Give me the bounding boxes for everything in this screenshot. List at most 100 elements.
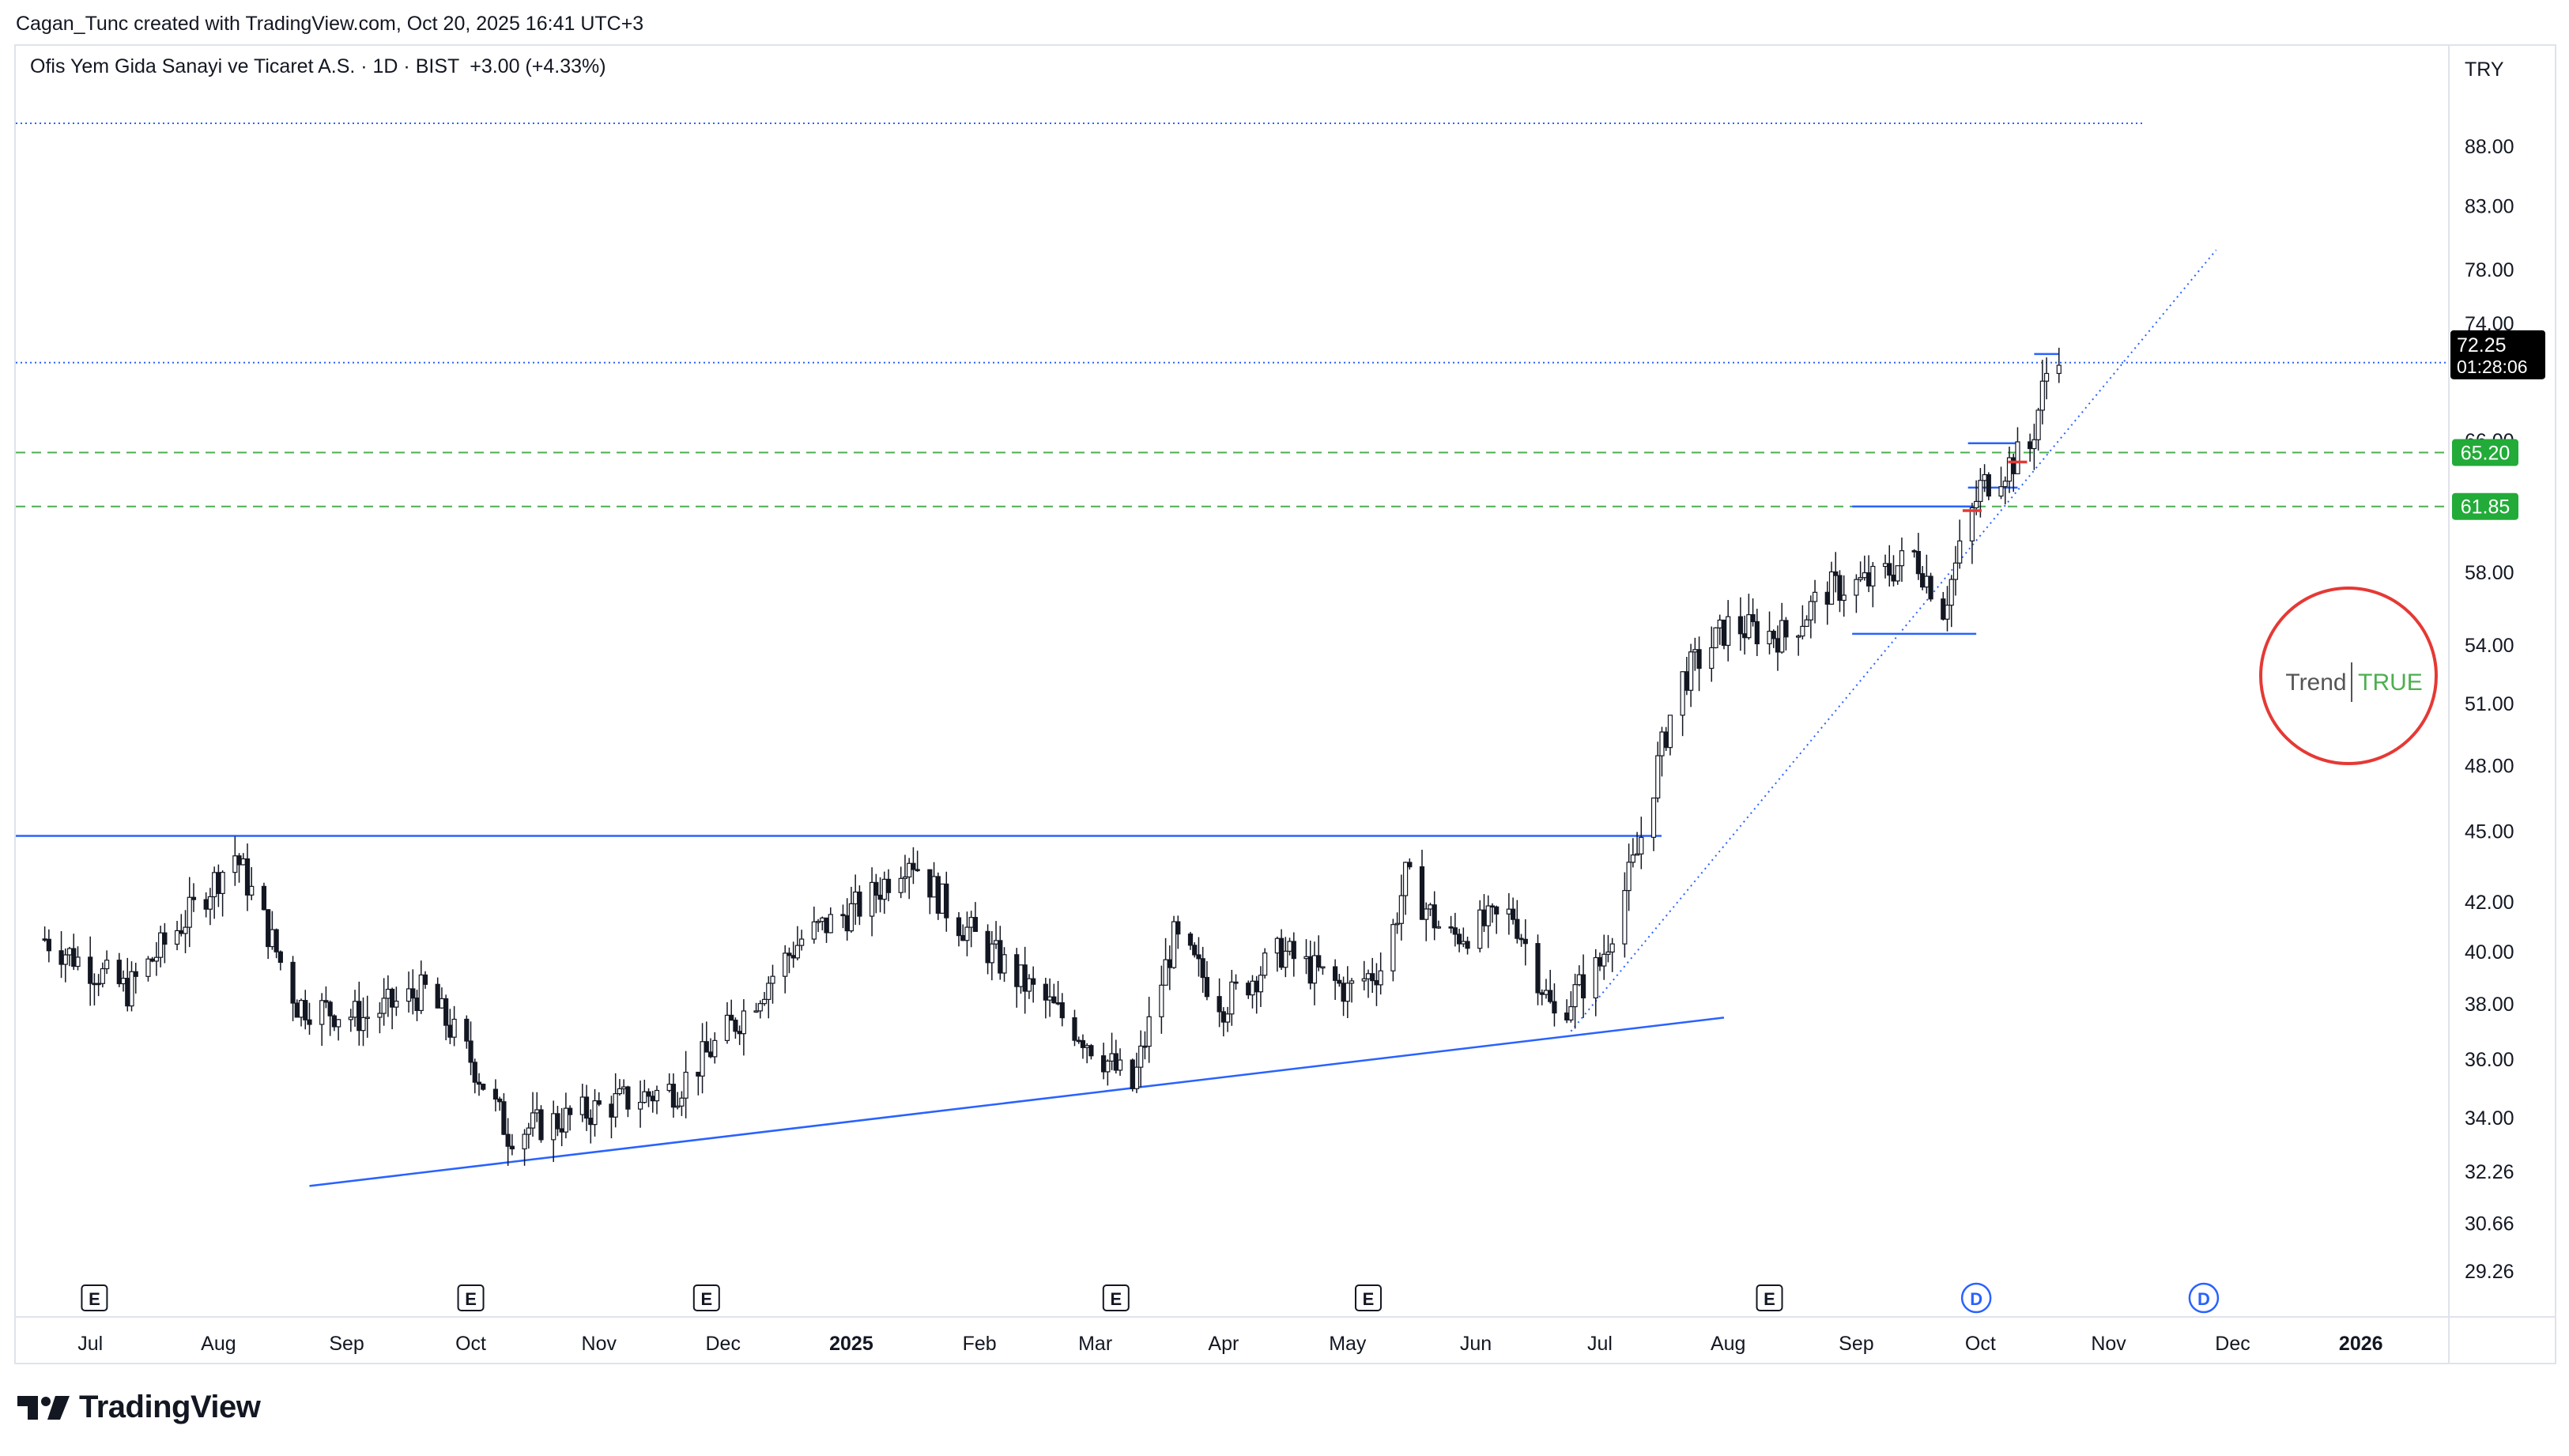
earnings-event-label: E <box>89 1289 100 1309</box>
candle-body <box>2039 380 2045 411</box>
candle-body <box>410 988 416 999</box>
candle-body <box>153 956 160 962</box>
trendline <box>309 1017 1725 1187</box>
trendline <box>1570 249 2217 1032</box>
candle-body <box>1341 983 1346 1002</box>
candle-body <box>1978 480 1983 502</box>
candle-body <box>187 896 192 928</box>
candle-body <box>162 932 168 945</box>
candle-body <box>1246 983 1251 996</box>
candle-body <box>927 869 933 898</box>
candle-body <box>840 914 846 917</box>
candle-body <box>885 878 892 893</box>
candle-body <box>1394 922 1400 926</box>
candle-body <box>1891 575 1896 582</box>
candle-body <box>700 1041 705 1077</box>
candle-body <box>956 917 962 937</box>
candle-body <box>1572 984 1578 1008</box>
candle-body <box>319 1000 325 1025</box>
candle-body <box>1680 671 1685 716</box>
candle-body <box>993 940 999 945</box>
candle-body <box>1833 571 1839 576</box>
candle-body <box>481 1083 486 1090</box>
candle-body <box>290 961 296 1004</box>
candle-body <box>753 1010 759 1013</box>
candle-body <box>1370 973 1375 982</box>
candle-body <box>1076 1039 1081 1043</box>
candle-body <box>824 917 829 934</box>
x-tick-label: Feb <box>963 1333 997 1355</box>
candle-body <box>675 1105 681 1108</box>
candle-body <box>1022 964 1028 992</box>
candle-body <box>1564 1012 1570 1020</box>
candle-body <box>1051 996 1057 1004</box>
earnings-event-label: E <box>1363 1289 1375 1309</box>
x-tick-label: Sep <box>329 1333 364 1355</box>
candle-body <box>1986 473 1991 497</box>
candle-body <box>968 917 974 928</box>
candle-body <box>563 1107 569 1133</box>
x-tick-label: Nov <box>2091 1333 2126 1355</box>
candle-body <box>472 1062 477 1083</box>
x-tick-label: Aug <box>201 1333 236 1355</box>
candle-body <box>1858 577 1863 580</box>
x-tick-label: Dec <box>705 1333 740 1355</box>
candle-body <box>88 956 93 984</box>
candle-body <box>583 1096 590 1119</box>
candle-body <box>596 1100 602 1105</box>
candle-body <box>1854 579 1859 596</box>
chart-legend: Ofis Yem Gida Sanayi ve Ticaret A.S. · 1… <box>30 55 611 78</box>
candle-body <box>592 1100 598 1126</box>
candle-body <box>307 1019 312 1025</box>
candle-body <box>468 1040 473 1063</box>
candle-body <box>741 1010 746 1035</box>
candle-body <box>555 1113 560 1130</box>
candle-body <box>1072 1017 1077 1041</box>
candle-body <box>203 899 209 910</box>
y-tick-label: 78.00 <box>2465 259 2514 281</box>
candle-body <box>1204 976 1210 998</box>
candle-body <box>1771 631 1776 639</box>
candle-body <box>609 1103 614 1118</box>
y-tick-label: 29.26 <box>2465 1261 2514 1283</box>
candle-body <box>212 872 217 898</box>
candle-body <box>1167 959 1172 968</box>
price-level-badge <box>2452 439 2518 466</box>
candle-body <box>1626 862 1632 892</box>
candle-body <box>989 943 994 964</box>
candle-body <box>1709 647 1715 670</box>
candle-body <box>696 1071 701 1077</box>
y-tick-label: 48.00 <box>2465 755 2514 777</box>
candle-body <box>1229 981 1235 1015</box>
currency-label: TRY <box>2465 58 2504 81</box>
candle-body <box>985 930 990 964</box>
candle-body <box>406 988 412 1002</box>
x-tick-label: Mar <box>1078 1333 1112 1355</box>
y-tick-label: 54.00 <box>2465 635 2514 657</box>
candle-body <box>240 858 246 866</box>
candle-body <box>650 1096 655 1102</box>
candle-body <box>877 894 883 900</box>
candle-body <box>1435 926 1442 929</box>
candle-body <box>1262 952 1268 976</box>
candle-body <box>1419 866 1425 920</box>
candle-body <box>757 1003 763 1012</box>
candle-body <box>66 948 73 956</box>
candle-body <box>129 971 134 1007</box>
candle-body <box>625 1086 631 1110</box>
candle-body <box>1667 715 1673 749</box>
candle-body <box>1568 1005 1574 1020</box>
candle-body <box>907 862 912 878</box>
candles <box>42 347 2062 1166</box>
candle-body <box>1911 550 1917 553</box>
candle-body <box>857 891 862 917</box>
candle-body <box>783 952 788 977</box>
candle-body <box>71 948 77 968</box>
tradingview-brand: TradingView <box>17 1390 261 1425</box>
candle-body <box>298 1000 304 1018</box>
candle-body <box>1663 731 1669 749</box>
candle-body <box>1365 973 1371 979</box>
candle-body <box>62 954 68 965</box>
earnings-event-label: E <box>465 1289 477 1309</box>
